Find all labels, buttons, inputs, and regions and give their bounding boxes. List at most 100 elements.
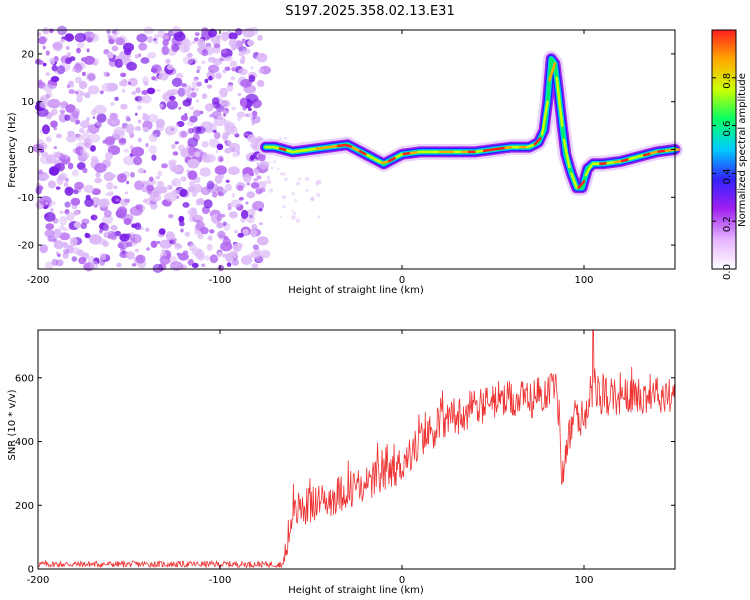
- noise-speckle: [186, 96, 192, 104]
- noise-speckle: [305, 177, 310, 181]
- noise-speckle: [165, 89, 176, 97]
- colorbar-tick-label: 0.4: [722, 168, 733, 184]
- noise-speckle: [256, 52, 268, 63]
- noise-speckle: [254, 99, 263, 108]
- noise-speckle: [64, 33, 75, 42]
- y-tick-label: 20: [21, 49, 34, 60]
- noise-speckle: [123, 155, 136, 166]
- noise-speckle: [59, 232, 71, 241]
- noise-speckle: [149, 176, 154, 182]
- noise-speckle: [117, 206, 128, 216]
- noise-speckle: [216, 34, 221, 40]
- noise-speckle: [45, 201, 48, 205]
- noise-speckle: [67, 162, 74, 170]
- noise-speckle: [36, 107, 49, 117]
- noise-speckle: [85, 72, 97, 82]
- noise-speckle: [201, 60, 206, 64]
- noise-speckle: [125, 117, 131, 122]
- colorbar-tick-label: 0.8: [722, 73, 733, 89]
- noise-speckle: [48, 166, 60, 176]
- noise-speckle: [196, 65, 202, 71]
- noise-speckle: [196, 198, 205, 205]
- noise-speckle: [140, 180, 146, 185]
- noise-speckle: [42, 84, 54, 93]
- noise-speckle: [208, 138, 220, 148]
- noise-speckle: [219, 87, 228, 98]
- noise-speckle: [180, 228, 184, 233]
- noise-speckle: [146, 87, 156, 95]
- noise-speckle: [173, 31, 186, 42]
- noise-speckle: [189, 243, 197, 252]
- noise-speckle: [273, 160, 277, 164]
- noise-speckle: [250, 154, 255, 161]
- noise-speckle: [201, 263, 206, 268]
- noise-speckle: [266, 175, 271, 180]
- noise-speckle: [236, 111, 246, 118]
- noise-speckle: [184, 231, 190, 237]
- noise-speckle: [129, 233, 142, 244]
- ridge-hot-segment: [540, 100, 549, 136]
- noise-speckle: [291, 209, 294, 212]
- noise-speckle: [56, 176, 64, 185]
- noise-speckle: [59, 210, 64, 214]
- noise-speckle: [242, 106, 247, 111]
- noise-speckle: [66, 134, 77, 143]
- noise-speckle: [258, 208, 263, 212]
- noise-speckle: [45, 50, 50, 56]
- noise-speckle: [60, 39, 66, 43]
- noise-speckle: [194, 214, 201, 221]
- noise-speckle: [90, 155, 99, 163]
- noise-speckle: [99, 228, 103, 233]
- noise-speckle: [65, 104, 76, 113]
- y-tick-label: -10: [18, 193, 34, 204]
- noise-speckle: [59, 224, 65, 230]
- noise-speckle: [87, 85, 100, 95]
- noise-speckle: [137, 105, 142, 111]
- noise-speckle: [147, 36, 153, 43]
- noise-speckle: [207, 84, 212, 89]
- noise-speckle: [206, 243, 213, 251]
- noise-speckle: [180, 176, 187, 182]
- noise-speckle: [216, 115, 223, 120]
- noise-speckle: [179, 221, 185, 227]
- noise-speckle: [298, 177, 302, 181]
- noise-speckle: [47, 98, 61, 109]
- noise-speckle: [142, 114, 150, 122]
- noise-speckle: [83, 184, 94, 193]
- noise-speckle: [74, 91, 79, 95]
- noise-speckle: [228, 32, 238, 40]
- noise-speckle: [166, 184, 173, 190]
- noise-speckle: [140, 57, 150, 64]
- noise-speckle: [130, 146, 145, 157]
- noise-speckle: [70, 84, 74, 88]
- noise-speckle: [151, 154, 157, 161]
- noise-speckle: [224, 66, 231, 71]
- noise-speckle: [141, 95, 152, 104]
- noise-speckle: [191, 87, 195, 92]
- noise-speckle: [220, 99, 231, 108]
- noise-speckle: [241, 38, 246, 44]
- noise-speckle: [50, 120, 58, 128]
- noise-speckle: [45, 91, 53, 99]
- noise-speckle: [177, 87, 186, 97]
- noise-speckle: [121, 250, 126, 255]
- noise-speckle: [315, 181, 320, 186]
- noise-speckle: [153, 40, 159, 45]
- noise-speckle: [184, 85, 192, 93]
- noise-speckle: [76, 95, 83, 103]
- ridge-hot-segment: [373, 157, 382, 164]
- noise-speckle: [142, 126, 149, 133]
- spectrogram-y-ticks: -20 -10 0 10 20: [18, 49, 675, 252]
- noise-speckle: [165, 58, 171, 64]
- noise-speckle: [170, 261, 184, 271]
- noise-speckle: [63, 182, 69, 187]
- noise-speckle: [151, 65, 159, 73]
- noise-speckle: [39, 244, 48, 254]
- noise-speckle: [99, 259, 106, 266]
- noise-speckle: [129, 132, 135, 139]
- noise-speckle: [207, 56, 216, 63]
- noise-speckle: [74, 32, 87, 43]
- noise-speckle: [317, 215, 321, 219]
- noise-speckle: [237, 232, 244, 238]
- noise-speckle: [228, 250, 238, 259]
